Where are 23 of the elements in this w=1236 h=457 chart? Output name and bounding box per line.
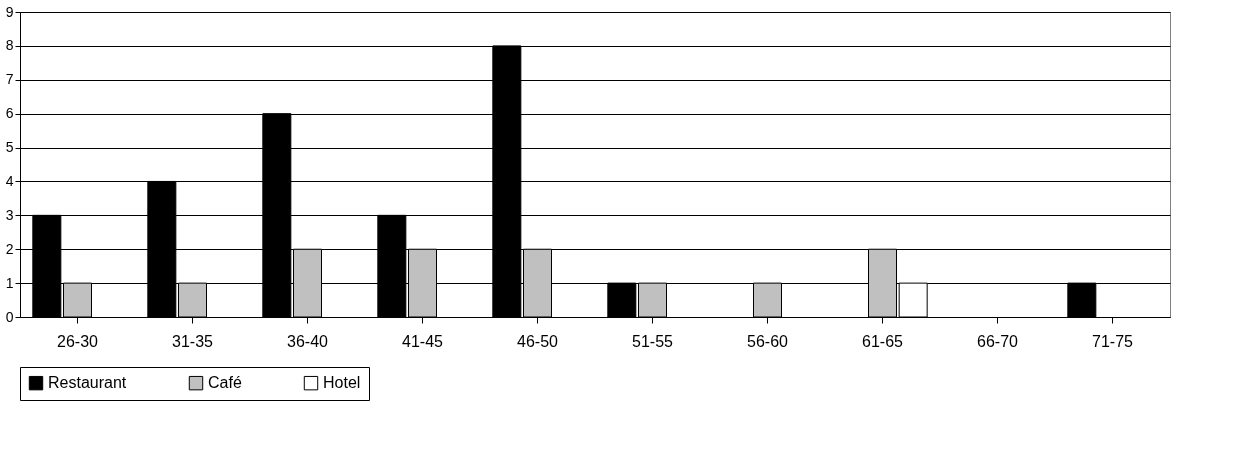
y-tick-label: 5 xyxy=(5,139,14,156)
x-tick-label: 66-70 xyxy=(977,332,1019,350)
y-tick-label: 4 xyxy=(5,172,14,189)
x-tick-label: 61-65 xyxy=(862,332,904,350)
y-tick-label: 1 xyxy=(5,274,14,291)
legend-label: Café xyxy=(208,374,242,392)
y-tick-label: 2 xyxy=(5,240,14,257)
y-tick-label: 6 xyxy=(5,105,14,122)
x-tick-label: 41-45 xyxy=(402,332,444,350)
legend-label: Restaurant xyxy=(48,374,127,392)
y-tick-label: 8 xyxy=(5,37,14,54)
y-tick-label: 9 xyxy=(5,3,14,20)
x-tick-label: 46-50 xyxy=(517,332,559,350)
legend-label: Hotel xyxy=(323,374,361,392)
x-tick-label: 26-30 xyxy=(57,332,99,350)
y-tick-label: 3 xyxy=(5,206,14,223)
x-tick-label: 71-75 xyxy=(1092,332,1134,350)
x-tick-label: 31-35 xyxy=(172,332,214,350)
y-tick-label: 7 xyxy=(5,71,14,88)
y-tick-label: 0 xyxy=(5,308,14,325)
x-tick-label: 51-55 xyxy=(632,332,674,350)
x-tick-label: 36-40 xyxy=(287,332,329,350)
x-tick-label: 56-60 xyxy=(747,332,789,350)
